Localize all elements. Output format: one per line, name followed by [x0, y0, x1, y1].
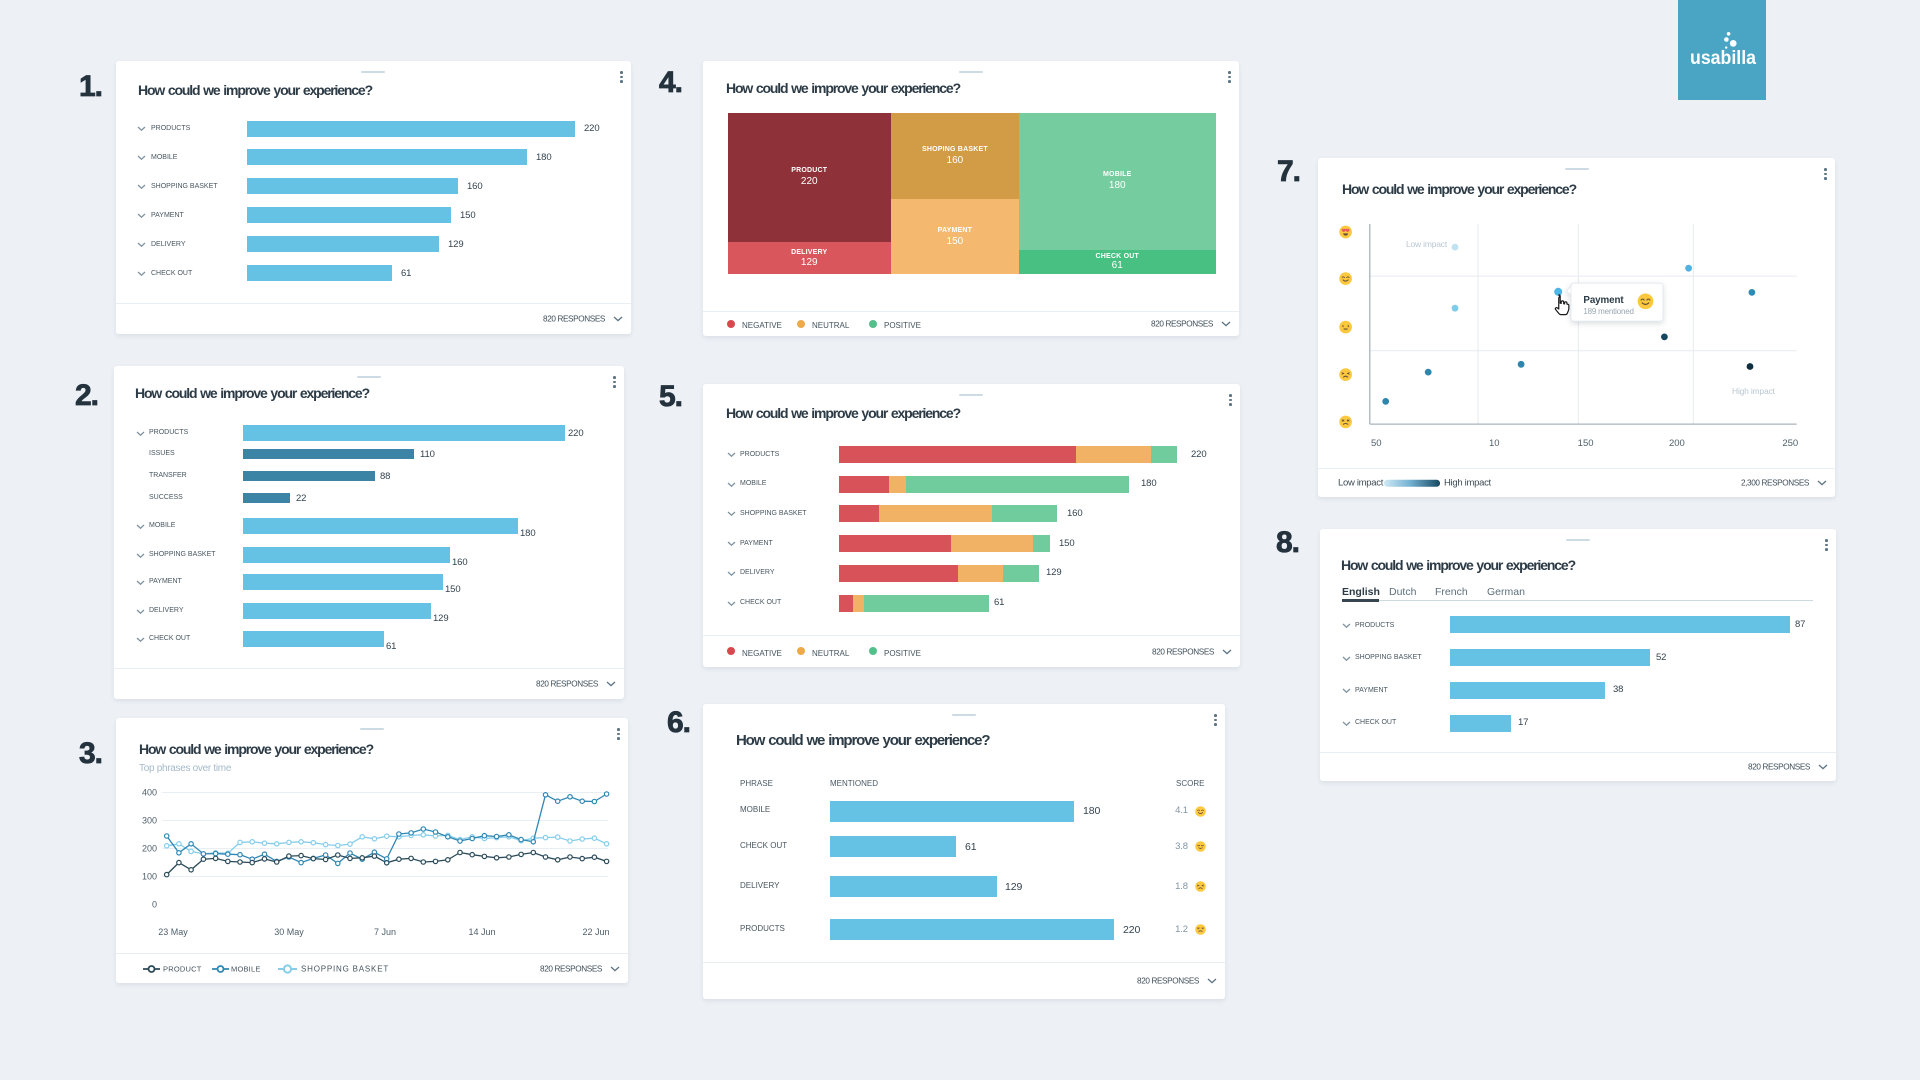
svg-text:Low impact: Low impact: [1406, 239, 1448, 249]
svg-text:7 Jun: 7 Jun: [374, 927, 396, 937]
svg-text:10: 10: [1489, 438, 1500, 449]
svg-text:0: 0: [152, 900, 157, 910]
svg-text:300: 300: [142, 816, 157, 826]
svg-text:High impact: High impact: [1732, 386, 1776, 396]
svg-text:200: 200: [142, 844, 157, 854]
svg-text:100: 100: [142, 872, 157, 882]
svg-text:14 Jun: 14 Jun: [468, 927, 495, 937]
svg-text:150: 150: [1578, 438, 1594, 449]
svg-text:50: 50: [1371, 438, 1382, 449]
svg-text:Payment: Payment: [1583, 295, 1624, 306]
svg-text:200: 200: [1669, 438, 1685, 449]
svg-text:250: 250: [1782, 438, 1798, 449]
svg-text:22 Jun: 22 Jun: [582, 927, 609, 937]
svg-text:30 May: 30 May: [274, 927, 304, 937]
svg-text:usabilla: usabilla: [1690, 48, 1756, 69]
svg-text:189 mentioned: 189 mentioned: [1583, 307, 1633, 316]
svg-text:400: 400: [142, 788, 157, 798]
svg-text:23 May: 23 May: [158, 927, 188, 937]
